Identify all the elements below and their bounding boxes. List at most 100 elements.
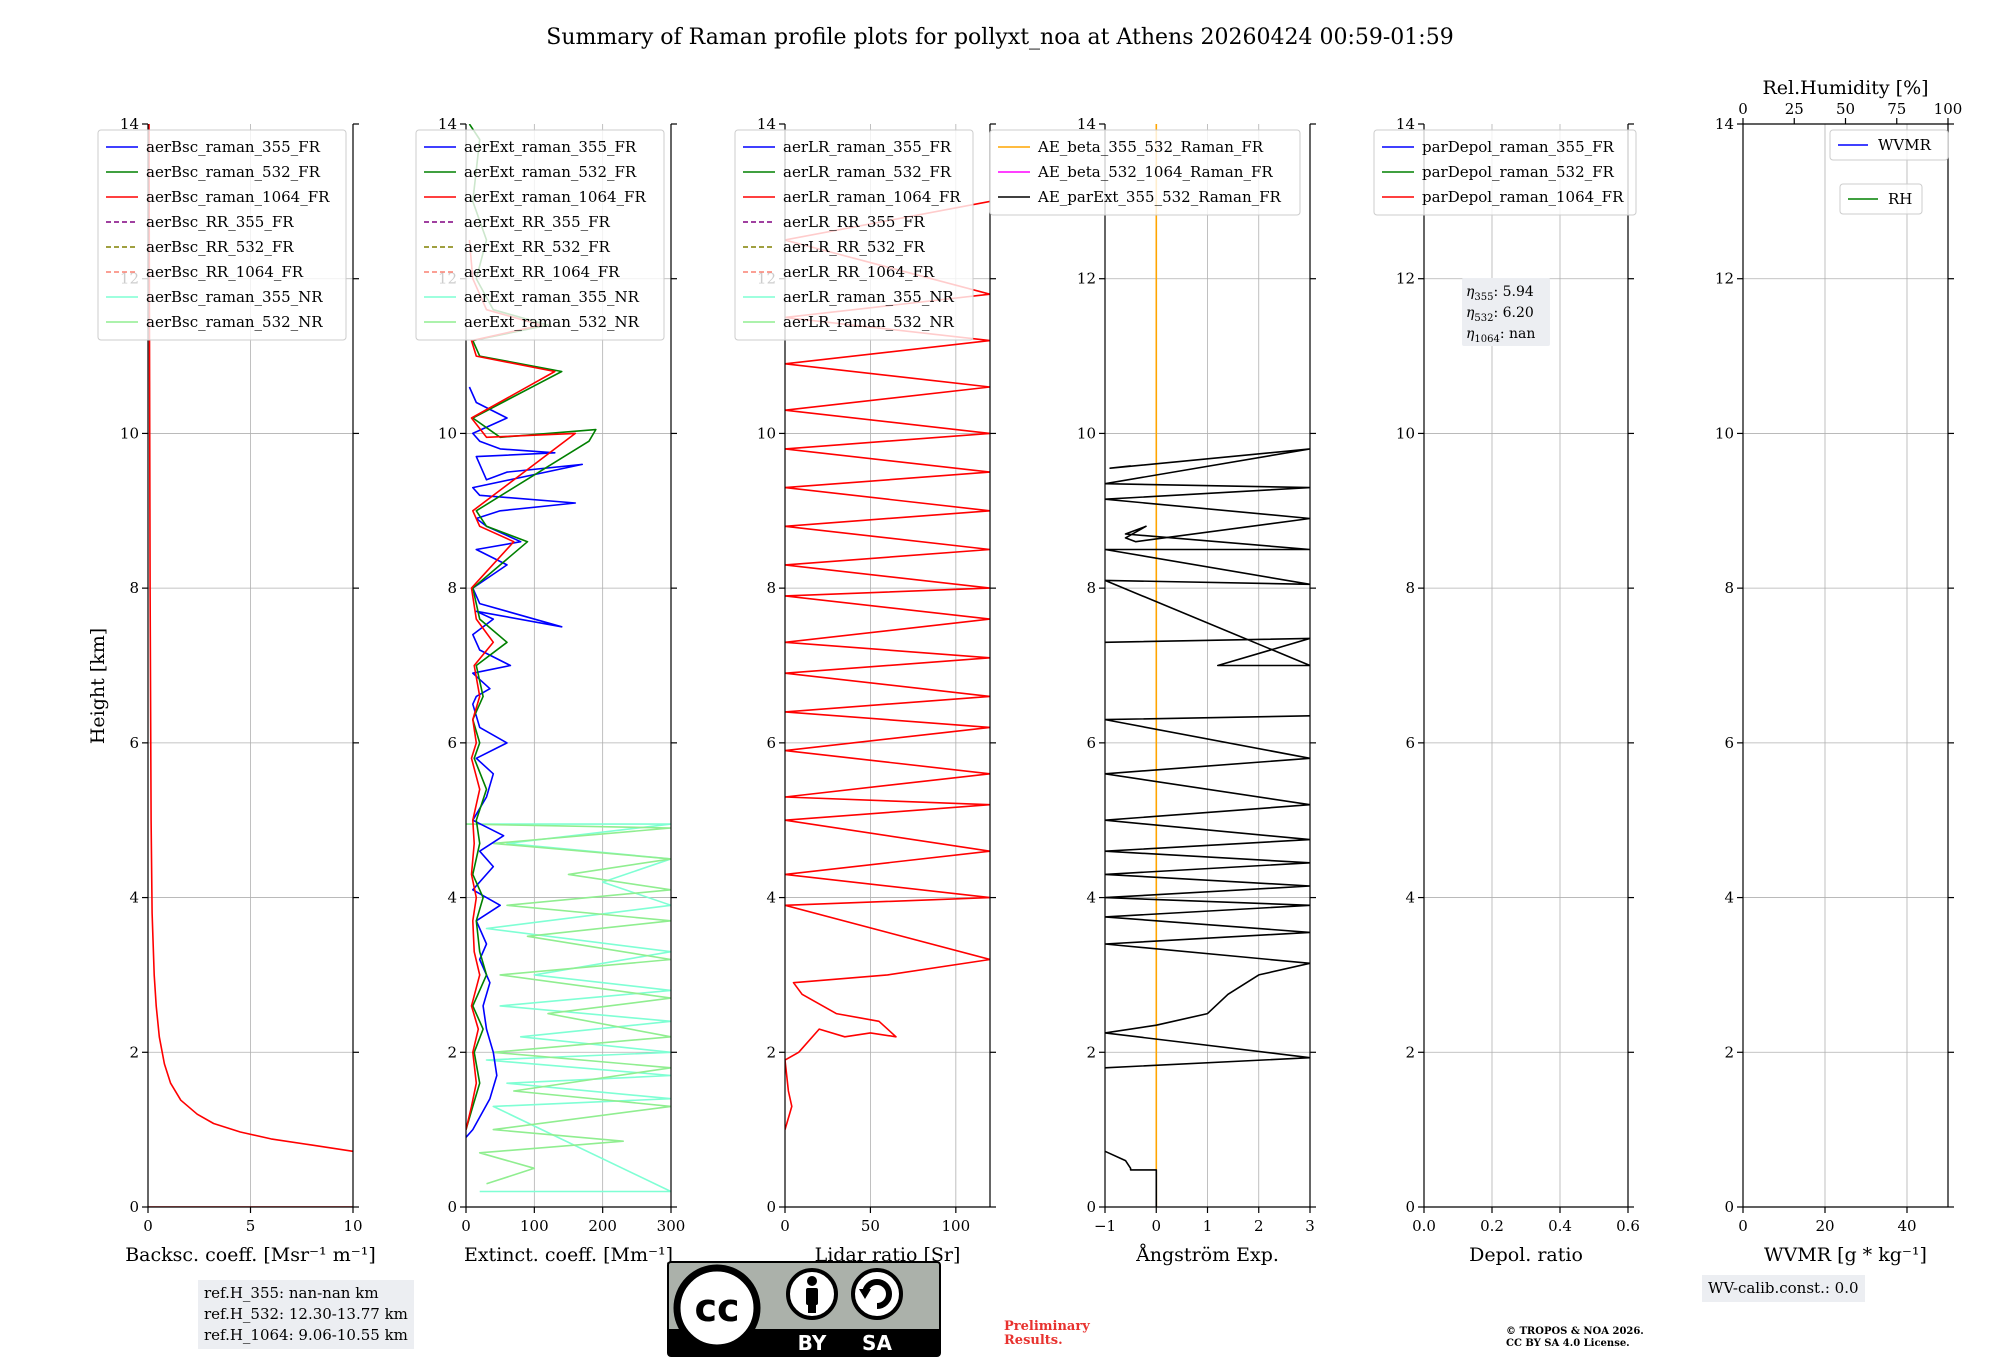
legend-entry-aerLR_raman_355_NR: aerLR_raman_355_NR [783, 288, 954, 306]
legend-entry-aerExt_RR_532_FR: aerExt_RR_532_FR [464, 238, 611, 256]
series-group [148, 124, 353, 1207]
series-line-aerExt_raman_355_NR [466, 823, 671, 1193]
calibration-annotation: η355: 5.94 η532: 6.20 η1064: nan [1462, 278, 1550, 346]
y-tick-label: 14 [1077, 115, 1096, 133]
legend-box [97, 129, 347, 341]
legend-entry-aerExt_raman_355_NR: aerExt_raman_355_NR [464, 288, 640, 306]
series-line-AE_parExt_355_532_Raman_FR [1105, 448, 1310, 667]
annotation-box [1462, 278, 1550, 346]
copyright-line-2: CC BY SA 4.0 License. [1506, 1338, 1630, 1349]
preliminary-line-1: Preliminary [1004, 1319, 1090, 1334]
legend-entry-aerLR_RR_355_FR: aerLR_RR_355_FR [783, 213, 925, 231]
series-line-AE_parExt_355_532_Raman_FR [1105, 715, 1310, 1069]
preliminary-line-2: Results. [1004, 1333, 1063, 1348]
legend-entry-AE_beta_355_532_Raman_FR: AE_beta_355_532_Raman_FR [1037, 138, 1264, 156]
copyright-note: © TROPOS & NOA 2026. CC BY SA 4.0 Licens… [1506, 1326, 1644, 1350]
y-tick-label: 2 [129, 1043, 139, 1061]
share-alike-icon [851, 1268, 903, 1320]
y-tick-label: 10 [1715, 424, 1734, 442]
y-tick-label: 0 [1724, 1198, 1734, 1216]
y-tick-label: 0 [1405, 1198, 1415, 1216]
x-tick-label: 10 [343, 1217, 362, 1235]
ref-height-1064: ref.H_1064: 9.06-10.55 km [204, 1326, 408, 1344]
x-axis-label: Depol. ratio [1469, 1244, 1583, 1266]
y-tick-label: 2 [1086, 1043, 1096, 1061]
y-tick-label: 2 [766, 1043, 776, 1061]
y-tick-label: 6 [1405, 734, 1415, 752]
legend-entry-aerExt_RR_1064_FR: aerExt_RR_1064_FR [464, 263, 620, 281]
x-tick-label: −1 [1094, 1217, 1116, 1235]
y-tick-label: 0 [766, 1198, 776, 1216]
y-tick-label: 8 [129, 579, 139, 597]
y-tick-label: 0 [447, 1198, 457, 1216]
y-tick-label: 4 [1724, 889, 1734, 907]
legend-box [1839, 183, 1923, 215]
x-tick-label: 20 [1815, 1217, 1834, 1235]
panel-extinction: 024681012140100200300Extinct. coeff. [Mm… [415, 115, 685, 1266]
y-tick-label: 4 [129, 889, 139, 907]
annotation-line-1064: η1064: nan [1466, 326, 1535, 345]
y-tick-label: 8 [1086, 579, 1096, 597]
legend-entry-WVMR: WVMR [1878, 136, 1932, 154]
legend-entry-aerBsc_RR_532_FR: aerBsc_RR_532_FR [146, 238, 294, 256]
copyright-line-1: © TROPOS & NOA 2026. [1506, 1326, 1644, 1337]
y-tick-label: 10 [1396, 424, 1415, 442]
series-line-aerBsc_raman_1064_FR [148, 124, 353, 1153]
legend-entry-aerLR_raman_355_FR: aerLR_raman_355_FR [783, 138, 952, 156]
top-x-tick-label: 75 [1887, 100, 1906, 118]
x-tick-label: 5 [246, 1217, 256, 1235]
y-tick-label: 6 [766, 734, 776, 752]
legend-entry-aerBsc_raman_532_NR: aerBsc_raman_532_NR [146, 313, 323, 331]
y-tick-label: 4 [447, 889, 457, 907]
legend-entry-aerLR_raman_532_FR: aerLR_raman_532_FR [783, 163, 952, 181]
series-line-aerExt_raman_355_FR [466, 386, 584, 1138]
annotation-line-532: η532: 6.20 [1466, 305, 1534, 324]
legend-entry-aerBsc_RR_355_FR: aerBsc_RR_355_FR [146, 213, 294, 231]
x-tick-label: 3 [1305, 1217, 1315, 1235]
series-line-aerExt_raman_1064_FR [466, 239, 577, 1130]
y-tick-label: 4 [766, 889, 776, 907]
series-group [1105, 124, 1310, 1207]
series-group [785, 200, 990, 1130]
y-tick-label: 6 [1086, 734, 1096, 752]
legend-entry-aerExt_raman_532_FR: aerExt_raman_532_FR [464, 163, 637, 181]
legend-entry-parDepol_raman_355_FR: parDepol_raman_355_FR [1422, 138, 1615, 156]
y-tick-label: 2 [447, 1043, 457, 1061]
top-x-tick-label: 50 [1836, 100, 1855, 118]
x-axis-label: Backsc. coeff. [Msr⁻¹ m⁻¹] [125, 1244, 376, 1266]
x-tick-label: 0 [780, 1217, 790, 1235]
y-tick-label: 10 [757, 424, 776, 442]
x-tick-label: 0 [1738, 1217, 1748, 1235]
y-tick-label: 6 [129, 734, 139, 752]
x-tick-label: 1 [1203, 1217, 1213, 1235]
y-tick-label: 8 [1405, 579, 1415, 597]
series-line-aerExt_raman_532_NR [466, 823, 671, 1185]
legend: aerBsc_raman_355_FR aerBsc_raman_532_FRae… [97, 129, 347, 341]
legend-box [989, 129, 1301, 216]
legend-entry-parDepol_raman_1064_FR: parDepol_raman_1064_FR [1422, 188, 1624, 206]
cc-by-sa-license-badge: cc BY SA [667, 1261, 941, 1357]
y-tick-label: 10 [120, 424, 139, 442]
legend: AE_beta_355_532_Raman_FR AE_beta_532_1064… [989, 129, 1301, 216]
x-tick-label: 0 [1151, 1217, 1161, 1235]
legend-entry-AE_beta_532_1064_Raman_FR: AE_beta_532_1064_Raman_FR [1037, 163, 1273, 181]
y-tick-label: 0 [129, 1198, 139, 1216]
x-tick-label: 0 [461, 1217, 471, 1235]
x-axis-label: WVMR [g * kg⁻¹] [1764, 1244, 1927, 1266]
y-tick-label: 12 [1715, 270, 1734, 288]
legend-entry-aerBsc_raman_1064_FR: aerBsc_raman_1064_FR [146, 188, 330, 206]
legend-entry-aerBsc_raman_532_FR: aerBsc_raman_532_FR [146, 163, 321, 181]
legend-entry-aerExt_RR_355_FR: aerExt_RR_355_FR [464, 213, 611, 231]
legend-box [415, 129, 665, 341]
y-tick-label: 6 [447, 734, 457, 752]
x-tick-label: 0.4 [1548, 1217, 1572, 1235]
legend-entry-RH: RH [1888, 190, 1912, 208]
legend-entry-aerLR_raman_532_NR: aerLR_raman_532_NR [783, 313, 954, 331]
y-tick-label: 10 [438, 424, 457, 442]
x-tick-label: 200 [588, 1217, 617, 1235]
y-tick-label: 12 [1077, 270, 1096, 288]
legend-box [1829, 129, 1949, 161]
